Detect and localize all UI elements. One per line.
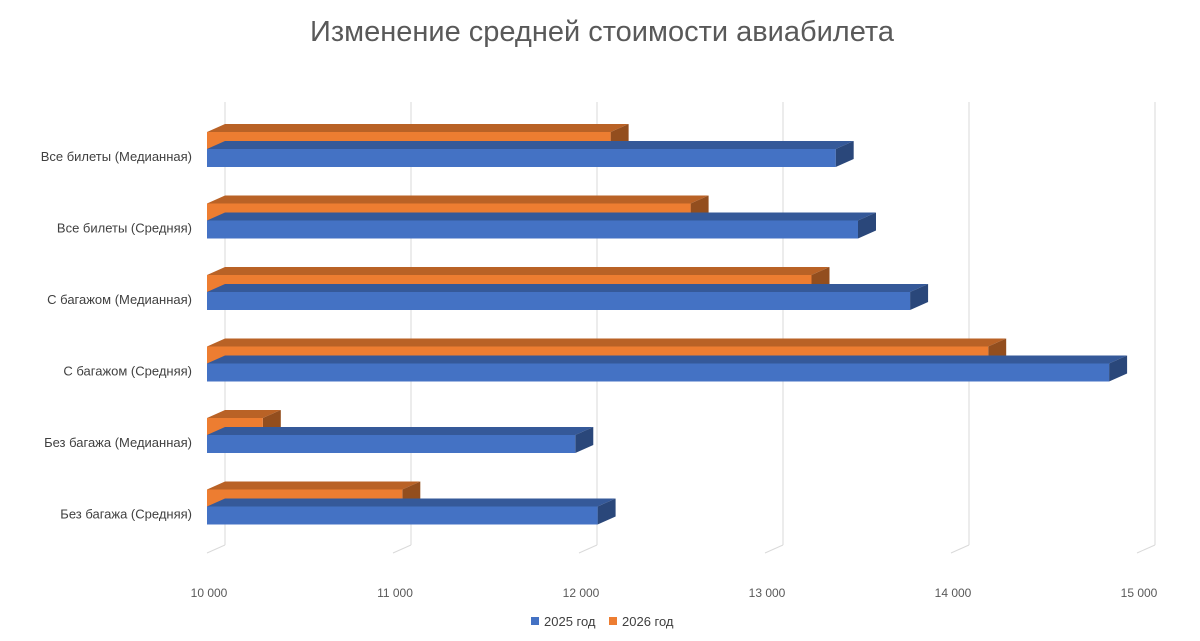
- legend-label: 2025 год: [544, 614, 596, 629]
- chart-title: Изменение средней стоимости авиабилета: [310, 16, 895, 48]
- bar-2025: [207, 498, 616, 525]
- bar-2025: [207, 427, 594, 453]
- bar-2025: [207, 355, 1128, 382]
- legend-label: 2026 год: [622, 614, 674, 629]
- bars: [207, 124, 1128, 525]
- gridline-floor: [578, 544, 598, 554]
- gridlines: [206, 102, 1156, 554]
- x-tick-label: 15 000: [1121, 586, 1158, 600]
- bar-2025: [207, 284, 929, 310]
- legend: 2025 год 2026 год: [531, 614, 674, 629]
- category-label: Без багажа (Медианная): [44, 435, 192, 450]
- legend-swatch: [609, 617, 617, 625]
- gridline-floor: [206, 544, 226, 554]
- x-tick-label: 12 000: [563, 586, 600, 600]
- category-label: Все билеты (Средняя): [57, 220, 192, 235]
- x-tick-label: 11 000: [377, 586, 413, 600]
- gridline-floor: [950, 544, 970, 554]
- category-label: С багажом (Средняя): [63, 363, 192, 378]
- x-tick-label: 10 000: [191, 586, 228, 600]
- bar-2025: [207, 212, 876, 239]
- gridline-floor: [1136, 544, 1156, 554]
- category-labels: Все билеты (Медианная) Все билеты (Средня…: [41, 149, 192, 522]
- legend-item: 2025 год: [531, 614, 596, 629]
- gridline-floor: [764, 544, 784, 554]
- legend-item: 2026 год: [609, 614, 674, 629]
- category-label: С багажом (Медианная): [47, 292, 192, 307]
- legend-swatch: [531, 617, 539, 625]
- category-label: Без багажа (Средняя): [60, 506, 192, 521]
- x-tick-label: 14 000: [935, 586, 972, 600]
- gridline-floor: [392, 544, 412, 554]
- bar-2025: [207, 141, 854, 167]
- x-tick-label: 13 000: [749, 586, 786, 600]
- category-label: Все билеты (Медианная): [41, 149, 192, 164]
- x-axis-tick-labels: 10 000 11 000 12 000 13 000 14 000 15 000: [191, 586, 1158, 600]
